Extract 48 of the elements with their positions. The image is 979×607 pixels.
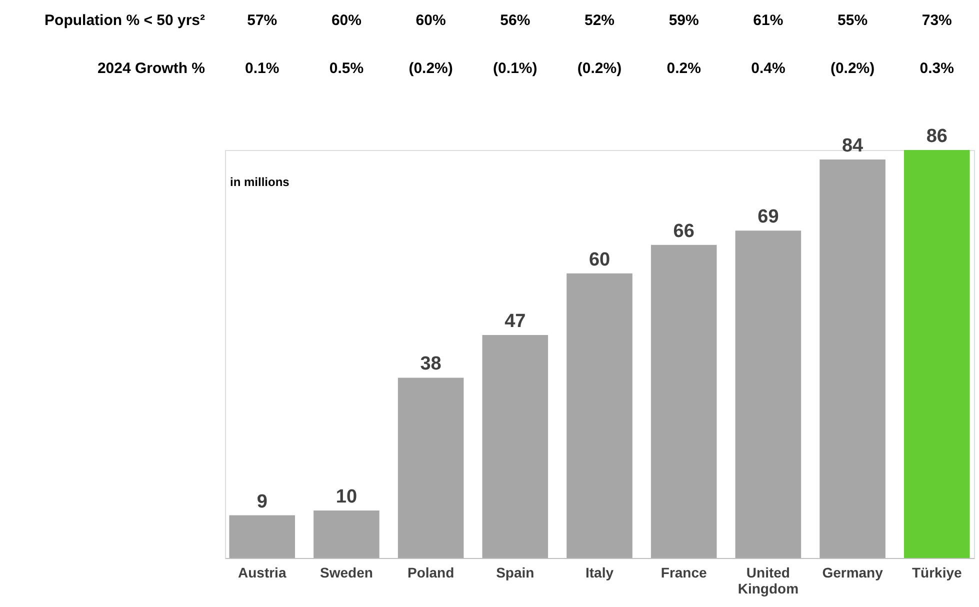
bar	[229, 515, 296, 558]
text: Population % < 50 yrs²	[44, 12, 205, 29]
bar	[314, 510, 380, 558]
text: 57%	[247, 12, 278, 29]
x-tick-label: Türkiye	[912, 564, 962, 580]
data-label: 84	[842, 135, 864, 156]
text: 0.2%	[666, 60, 701, 77]
x-tick-label: Poland	[407, 564, 454, 580]
x-tick-label: Italy	[585, 564, 614, 580]
text: (0.2%)	[408, 60, 453, 77]
text: 60%	[416, 12, 446, 29]
text: 2024 Growth %	[97, 60, 205, 77]
x-tick-label: France	[660, 564, 708, 580]
text: 0.4%	[751, 60, 786, 77]
y-axis-title: in millions	[230, 175, 290, 189]
text: 55%	[838, 12, 868, 29]
bar	[820, 159, 886, 558]
bar	[398, 378, 464, 558]
bar	[904, 150, 970, 558]
text: 52%	[584, 12, 615, 29]
data-label: 10	[336, 486, 358, 508]
text: 0.5%	[329, 60, 364, 77]
data-label: 47	[504, 311, 526, 332]
data-label: 60	[588, 249, 610, 270]
text: 0.1%	[245, 60, 280, 77]
x-tick-label: United Kingdom	[738, 564, 799, 596]
text: 56%	[500, 12, 530, 29]
text: 59%	[668, 12, 699, 29]
text: 73%	[922, 12, 952, 29]
x-tick-label: Austria	[238, 564, 286, 580]
bar	[566, 273, 632, 558]
text: (0.2%)	[830, 60, 875, 77]
x-tick-label: Germany	[822, 564, 884, 580]
bar	[650, 244, 717, 558]
data-label: 69	[758, 206, 779, 228]
data-label: 38	[420, 354, 442, 375]
bar	[735, 230, 802, 558]
x-tick-label: Sweden	[320, 564, 373, 580]
data-label: 86	[926, 126, 948, 147]
text: 60%	[331, 12, 362, 29]
text: 61%	[753, 12, 784, 29]
data-label: 9	[256, 491, 268, 512]
bar	[482, 335, 548, 558]
text: 0.3%	[920, 60, 954, 77]
text: (0.2%)	[577, 60, 622, 77]
text: (0.1%)	[493, 60, 538, 77]
data-label: 66	[673, 220, 694, 242]
x-tick-label: Spain	[496, 564, 534, 580]
